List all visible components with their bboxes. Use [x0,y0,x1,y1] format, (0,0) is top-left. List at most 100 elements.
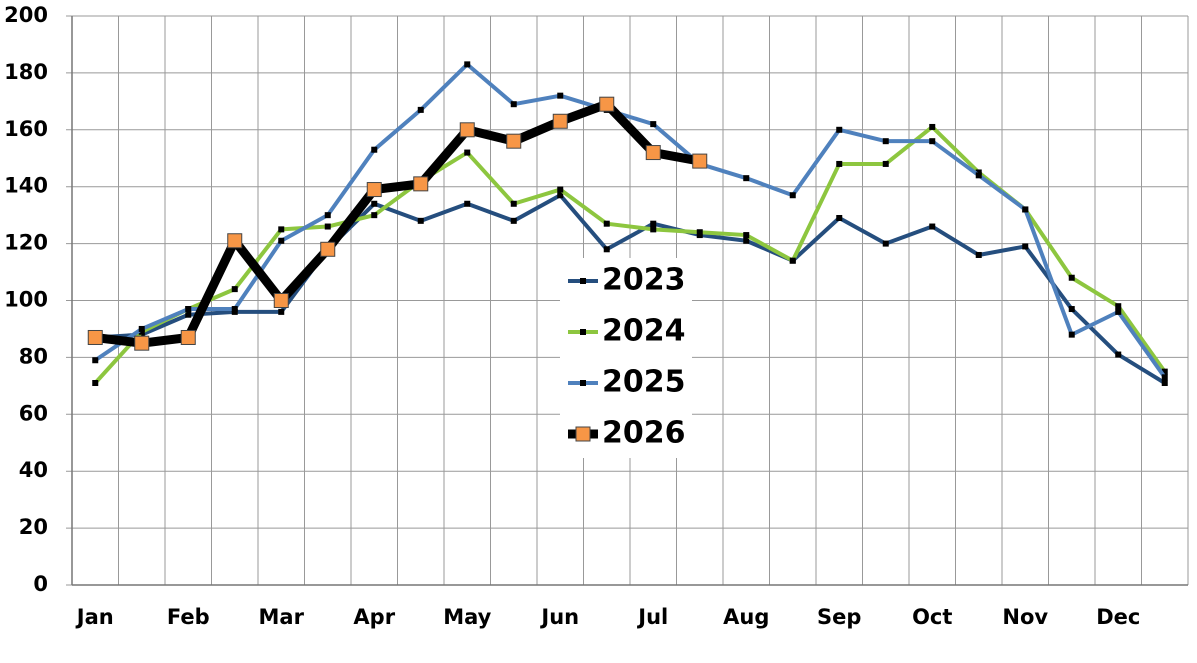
legend-label: 2023 [602,263,686,298]
y-tick-label: 100 [4,288,48,312]
point [836,214,843,221]
point [1115,303,1122,310]
point [929,138,936,145]
point [371,212,378,219]
legend-label: 2025 [602,365,686,400]
y-tick-label: 20 [19,515,48,539]
legend-marker [580,380,586,386]
point [371,146,378,153]
point [650,220,657,227]
point [324,223,331,230]
point [417,217,424,224]
point [650,121,657,128]
point [278,226,285,233]
point [836,160,843,167]
x-tick-label: Feb [167,605,210,629]
point [459,122,475,138]
point [882,240,889,247]
point [599,96,615,112]
series-line [94,99,701,348]
point [180,329,196,345]
point [603,220,610,227]
x-tick-label: Oct [912,605,952,629]
y-tick-label: 120 [4,231,48,255]
point [87,329,103,345]
point [510,101,517,108]
x-tick-label: Jul [636,605,668,629]
point [92,357,99,364]
x-tick-label: Aug [723,605,769,629]
point [278,237,285,244]
y-tick-label: 200 [4,3,48,27]
point [413,176,429,192]
point [743,232,750,239]
x-tick-label: Dec [1096,605,1140,629]
point [185,311,192,318]
point [1068,274,1075,281]
point [1022,243,1029,250]
point [789,257,796,264]
y-tick-label: 80 [19,344,48,368]
point [324,212,331,219]
y-tick-label: 0 [33,572,48,596]
point [417,106,424,113]
point [557,186,564,193]
point [366,182,382,198]
point [1115,351,1122,358]
series-line [94,62,1167,379]
x-tick-label: Nov [1002,605,1048,629]
point [1161,380,1168,387]
point [603,246,610,253]
x-tick-label: Jun [539,605,579,629]
point [1068,331,1075,338]
y-tick-label: 160 [4,117,48,141]
point [134,335,150,351]
point [1022,206,1029,213]
point [789,192,796,199]
y-tick-label: 140 [4,174,48,198]
point [227,233,243,249]
point [552,113,568,129]
point [692,153,708,169]
point [92,380,99,387]
point [278,308,285,315]
point [510,217,517,224]
point [1161,368,1168,375]
point [371,200,378,207]
point [185,306,192,313]
point [929,123,936,130]
x-tick-label: Jan [75,605,114,629]
x-tick-label: May [443,605,491,629]
legend-marker [575,426,591,442]
point [696,229,703,236]
point [138,325,145,332]
legend-marker [580,278,586,284]
point [231,286,238,293]
point [645,145,661,161]
point [464,149,471,156]
x-tick-label: Mar [259,605,305,629]
point [464,61,471,68]
x-tick-label: Apr [353,605,395,629]
point [557,192,564,199]
point [743,175,750,182]
point [929,223,936,230]
legend-label: 2024 [602,314,686,349]
series-line [95,193,1166,385]
x-tick-label: Sep [817,605,861,629]
point [836,126,843,133]
point [1115,308,1122,315]
point [882,138,889,145]
point [231,306,238,313]
point [1161,374,1168,381]
point [743,237,750,244]
point [1068,306,1075,313]
y-tick-label: 60 [19,401,48,425]
y-tick-label: 40 [19,458,48,482]
point [464,200,471,207]
point [506,133,522,149]
point [882,160,889,167]
point [273,293,289,308]
